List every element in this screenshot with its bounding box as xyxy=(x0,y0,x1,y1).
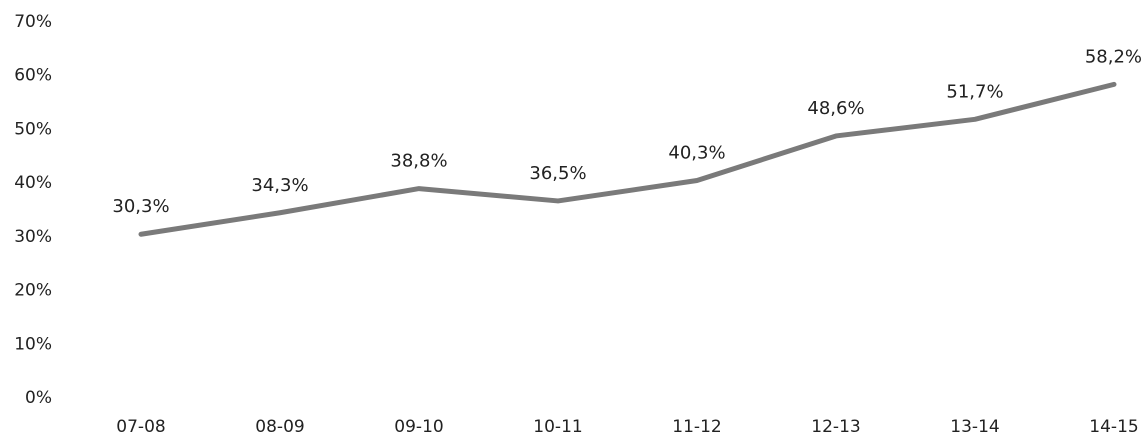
x-tick-label: 13-14 xyxy=(950,417,999,437)
data-label: 40,3% xyxy=(668,143,725,164)
data-point xyxy=(1112,82,1116,87)
y-tick-label: 10% xyxy=(14,334,52,354)
y-tick-label: 40% xyxy=(14,173,52,193)
data-point xyxy=(417,186,421,191)
y-tick-label: 20% xyxy=(14,281,52,301)
series-line xyxy=(138,81,1117,237)
data-label: 38,8% xyxy=(390,151,447,172)
y-tick-label: 60% xyxy=(14,66,52,86)
x-tick-label: 14-15 xyxy=(1089,417,1138,437)
data-label-layer: 30,3% 34,3% 38,8% 36,5% 40,3% 48,6% 51,7% 58,2% xyxy=(112,46,1142,217)
y-axis: 0% 10% 20% 30% 40% 50% 60% 70% xyxy=(14,12,52,408)
data-label: 30,3% xyxy=(112,196,169,217)
y-tick-label: 70% xyxy=(14,12,52,32)
data-point xyxy=(973,117,977,122)
series-layer xyxy=(138,81,1117,237)
data-label: 36,5% xyxy=(529,163,586,184)
x-tick-label: 10-11 xyxy=(533,417,582,437)
y-tick-label: 30% xyxy=(14,227,52,247)
data-point xyxy=(139,232,143,237)
x-tick-label: 11-12 xyxy=(672,417,721,437)
data-label: 48,6% xyxy=(807,98,864,119)
x-tick-label: 09-10 xyxy=(394,417,443,437)
data-point xyxy=(278,210,282,215)
data-point xyxy=(695,178,699,183)
x-tick-label: 08-09 xyxy=(255,417,304,437)
x-tick-label: 12-13 xyxy=(811,417,860,437)
data-point xyxy=(556,198,560,203)
y-tick-label: 0% xyxy=(25,388,52,408)
x-axis: 07-08 08-09 09-10 10-11 11-12 12-13 13-14 14-15 xyxy=(116,417,1138,437)
x-tick-label: 07-08 xyxy=(116,417,165,437)
data-label: 34,3% xyxy=(251,175,308,196)
data-label: 58,2% xyxy=(1085,46,1142,67)
data-point xyxy=(834,133,838,138)
data-label: 51,7% xyxy=(946,81,1003,102)
y-tick-label: 50% xyxy=(14,119,52,139)
